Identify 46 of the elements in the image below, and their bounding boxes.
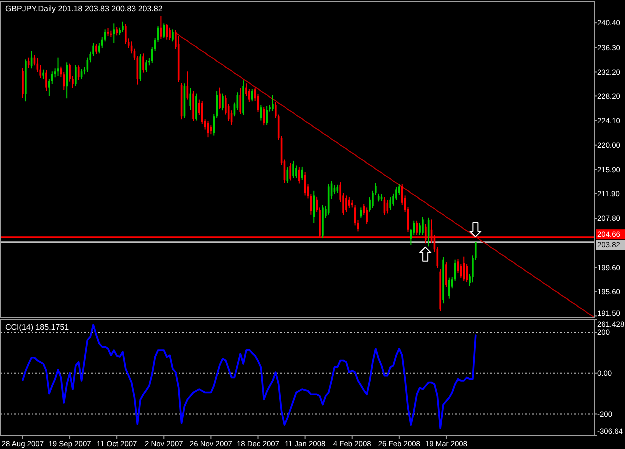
candlestick [124, 24, 127, 45]
candlestick [390, 197, 392, 211]
candlestick [169, 27, 171, 41]
line-series [175, 32, 594, 318]
candlestick [386, 200, 389, 214]
candlestick [140, 54, 142, 82]
candlestick [196, 93, 198, 122]
candlestick [166, 24, 168, 40]
candlestick [366, 207, 368, 225]
candlestick [446, 262, 448, 288]
candlestick [251, 88, 254, 102]
candlestick [346, 195, 348, 213]
chart-title: GBPJPY,Daily 201.18 203.83 200.83 203.82 [6, 4, 164, 14]
candlestick [348, 197, 350, 209]
candlestick [296, 165, 298, 179]
candlestick [419, 222, 421, 236]
candlestick [313, 190, 316, 224]
candlestick [266, 106, 268, 126]
candlestick [240, 88, 242, 115]
candlestick [448, 277, 450, 300]
candlestick [74, 64, 77, 87]
candlestick [142, 53, 144, 74]
candlestick [272, 94, 274, 112]
candlestick [292, 160, 294, 179]
candlestick [463, 256, 466, 282]
candlestick [46, 70, 48, 92]
candlestick [22, 68, 24, 99]
candlestick [78, 65, 80, 81]
candlestick [96, 44, 98, 55]
candlestick [298, 167, 300, 184]
candlestick [146, 60, 148, 73]
candlestick [113, 23, 116, 44]
candlestick [28, 57, 30, 69]
candlestick [290, 162, 292, 182]
candlestick [66, 62, 68, 100]
candlestick [422, 216, 424, 236]
candlestick [163, 23, 166, 39]
candlestick [42, 69, 44, 80]
candlestick [219, 87, 221, 110]
candlestick [222, 93, 224, 112]
candlestick [122, 21, 124, 33]
candlestick [190, 88, 192, 110]
candlestick [263, 106, 266, 126]
candlestick [301, 166, 304, 181]
candlestick [172, 29, 174, 42]
chart-title: CCI(14) 185.1751 [6, 323, 70, 332]
